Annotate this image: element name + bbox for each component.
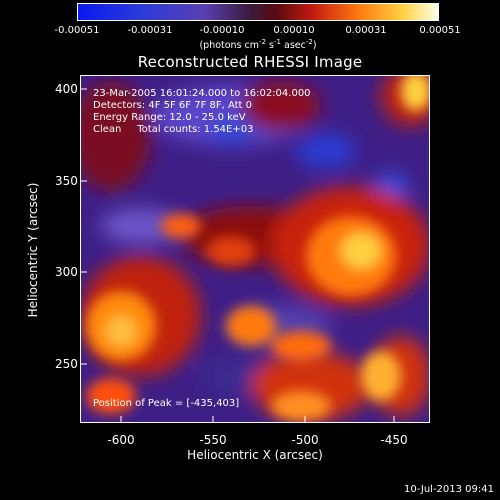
info-detectors: Detectors: 4F 5F 6F 7F 8F, Att 0 — [93, 100, 253, 111]
info-energy-range: Energy Range: 12.0 - 25.0 keV — [93, 112, 246, 123]
colorbar-tick: 0.00031 — [345, 25, 387, 36]
colorbar-tick: -0.00010 — [199, 25, 245, 36]
timestamp: 10-Jul-2013 09:41 — [403, 484, 494, 495]
info-clean-counts: Clean Total counts: 1.54E+03 — [93, 124, 254, 135]
rhessi-image: 23-Mar-2005 16:01:24.000 to 16:02:04.000… — [80, 75, 430, 423]
colorbar-unit: (photons cm-2 s-1 asec-2) — [199, 38, 317, 52]
y-axis-label: Heliocentric Y (arcsec) — [26, 182, 40, 318]
x-tick-label: -550 — [199, 433, 227, 447]
y-tick-label: 350 — [55, 174, 78, 188]
x-tick-label: -600 — [107, 433, 135, 447]
colorbar-tick: -0.00031 — [127, 25, 173, 36]
y-tick-label: 300 — [55, 265, 78, 279]
colorbar-tick: 0.00051 — [419, 25, 461, 36]
y-tick-label: 250 — [55, 357, 78, 371]
colorbar — [77, 3, 439, 21]
plot-title: Reconstructed RHESSI Image — [137, 53, 363, 71]
info-peak-position: Position of Peak = [-435,403] — [93, 398, 240, 409]
y-tick-label: 400 — [55, 82, 78, 96]
info-time-range: 23-Mar-2005 16:01:24.000 to 16:02:04.000 — [93, 88, 311, 99]
colorbar-gradient — [78, 4, 438, 20]
x-tick-label: -450 — [380, 433, 408, 447]
x-tick-label: -500 — [291, 433, 319, 447]
colorbar-tick: 0.00010 — [273, 25, 315, 36]
colorbar-tick: -0.00051 — [54, 25, 100, 36]
image-heatmap — [81, 76, 429, 422]
x-axis-label: Heliocentric X (arcsec) — [187, 448, 323, 462]
